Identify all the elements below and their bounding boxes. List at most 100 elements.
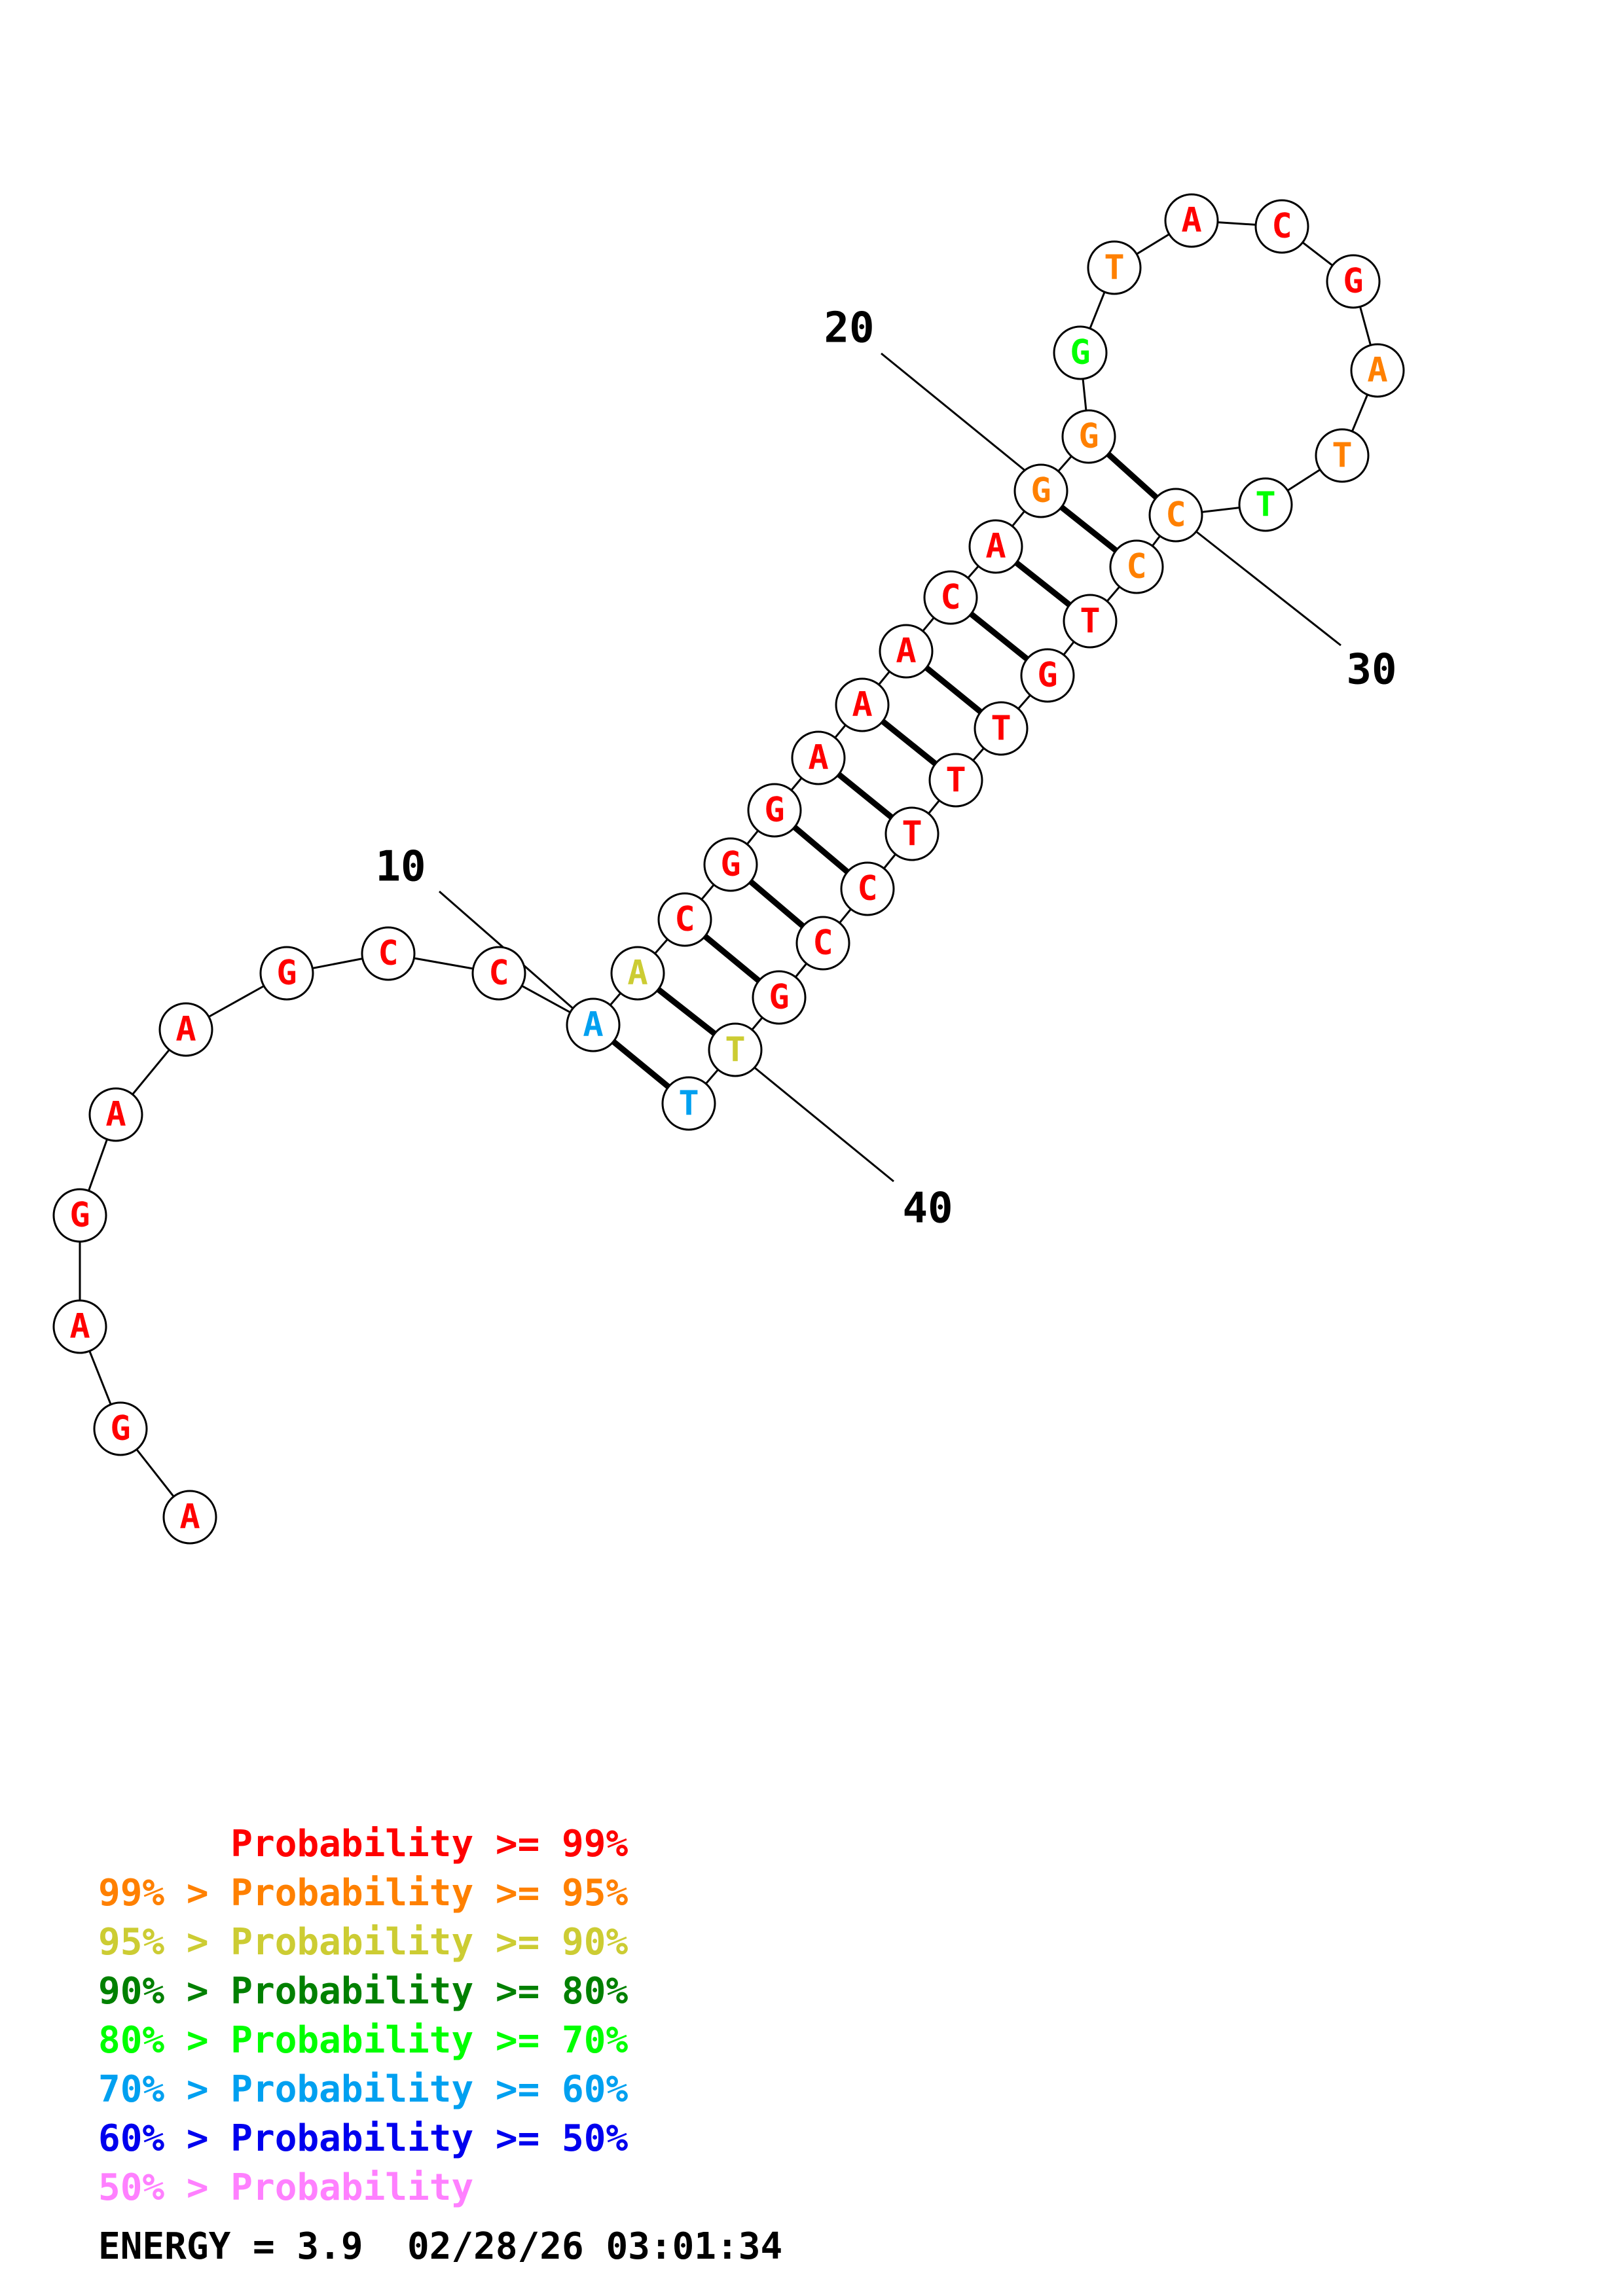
nucleotide-letter: A	[852, 685, 872, 725]
nucleotide-circle	[1238, 477, 1293, 532]
nucleotide: G	[52, 1188, 107, 1243]
nucleotide: T	[974, 701, 1029, 756]
nucleotide-letter: A	[985, 527, 1006, 566]
nucleotide-letter: T	[1332, 436, 1352, 475]
energy-value: ENERGY = 3.9	[98, 2225, 363, 2268]
legend-entry: 90% > Probability >= 80%	[98, 1967, 628, 2016]
legend-label: Probability >= 99%	[230, 1823, 629, 1865]
nucleotide-circle	[610, 946, 665, 1001]
legend-entry: 50% > Probability	[98, 2163, 628, 2212]
nucleotide-letter: T	[725, 1030, 745, 1069]
nucleotide-circle	[88, 1087, 143, 1142]
nucleotide-circle	[1053, 325, 1108, 380]
nucleotide-circle	[1013, 463, 1068, 518]
nucleotide-letter: G	[769, 978, 789, 1017]
nucleotide: A	[88, 1087, 143, 1142]
nucleotide: C	[1254, 199, 1309, 254]
nucleotide-circle	[1326, 254, 1381, 309]
nucleotide-letter: T	[678, 1084, 699, 1123]
nucleotide-circle	[879, 624, 934, 679]
nucleotide-letter: C	[378, 934, 398, 973]
legend-entry: 60% > Probability >= 50%	[98, 2114, 628, 2163]
legend-entry: 99% > Probability >= 95%	[98, 1869, 628, 1918]
nucleotide: G	[1326, 254, 1381, 309]
nucleotide-letter: G	[1070, 333, 1090, 372]
position-leader-line	[1190, 526, 1341, 647]
legend-entry: Probability >= 99%	[98, 1820, 628, 1869]
nucleotide-circle	[158, 1002, 213, 1057]
nucleotide-letter: C	[674, 900, 695, 939]
nucleotide: T	[1238, 477, 1293, 532]
legend-label: Probability >= 50%	[230, 2117, 629, 2160]
position-label: 10	[375, 843, 426, 891]
legend-label: Probability	[230, 2166, 474, 2209]
nucleotide-circle	[361, 926, 416, 981]
nucleotide-circle	[840, 861, 895, 916]
legend-label: Probability >= 90%	[230, 1921, 629, 1964]
nucleotide: A	[158, 1002, 213, 1057]
nucleotide-circle	[657, 892, 712, 947]
position-leader-line	[749, 1062, 894, 1183]
nucleotide-circle	[259, 946, 314, 1001]
nucleotide-letter: G	[720, 845, 740, 884]
nucleotide-circle	[1020, 648, 1075, 703]
position-label: 20	[824, 304, 874, 353]
nucleotide-circle	[1164, 193, 1219, 248]
legend-threshold: 50% >	[98, 2166, 231, 2209]
nucleotide-circle	[566, 997, 621, 1052]
nucleotide: T	[928, 753, 983, 808]
nucleotide-letter: A	[896, 632, 916, 671]
nucleotide: A	[879, 624, 934, 679]
nucleotide-circle	[708, 1022, 763, 1077]
nucleotide-letter: A	[69, 1307, 90, 1346]
nucleotide-circle	[1350, 343, 1405, 398]
nucleotide: A	[52, 1299, 107, 1354]
probability-legend: Probability >= 99% 99% > Probability >= 9…	[98, 1820, 628, 2212]
nucleotide: A	[566, 997, 621, 1052]
nucleotide-circle	[52, 1188, 107, 1243]
legend-threshold: 80% >	[98, 2019, 231, 2062]
nucleotide-circle	[923, 570, 978, 625]
nucleotide: C	[657, 892, 712, 947]
nucleotide-circle	[1109, 539, 1164, 594]
legend-entry: 95% > Probability >= 90%	[98, 1918, 628, 1967]
nucleotide: G	[747, 783, 802, 838]
nucleotide-letter: T	[1080, 601, 1100, 641]
nucleotide-letter: A	[583, 1005, 603, 1045]
nucleotide: T	[1315, 428, 1370, 483]
nucleotide: G	[1013, 463, 1068, 518]
nucleotide-circle	[974, 701, 1029, 756]
nucleotide-letter: A	[175, 1010, 196, 1049]
legend-entry: 70% > Probability >= 60%	[98, 2065, 628, 2114]
position-leader-line	[881, 352, 1027, 473]
legend-threshold: 95% >	[98, 1921, 231, 1964]
nucleotide-circle	[52, 1299, 107, 1354]
legend-label: Probability >= 95%	[230, 1872, 629, 1914]
nucleotide: A	[162, 1490, 217, 1545]
nucleotide-letter: T	[1104, 248, 1124, 287]
nucleotide-letter: G	[276, 954, 297, 993]
nucleotide-letter: C	[857, 869, 877, 908]
nucleotide-letter: G	[1037, 656, 1057, 695]
nucleotide-letter: T	[991, 709, 1011, 748]
nucleotide-letter: A	[808, 738, 828, 778]
nucleotide: A	[968, 519, 1023, 574]
nucleotide-letter: G	[1078, 417, 1099, 456]
nucleotide-letter: A	[627, 954, 647, 993]
nucleotide-circle	[1315, 428, 1370, 483]
nucleotide: A	[835, 677, 890, 732]
nucleotide-circle	[791, 730, 846, 785]
nucleotide-circle	[968, 519, 1023, 574]
nucleotide-letter: G	[110, 1409, 130, 1448]
nucleotide-circle	[93, 1401, 148, 1456]
nucleotide-letter: C	[488, 954, 509, 993]
nucleotide-circle	[1087, 240, 1142, 295]
nucleotide-circle	[835, 677, 890, 732]
nucleotide-letter: T	[945, 761, 966, 800]
nucleotide: A	[1164, 193, 1219, 248]
legend-label: Probability >= 80%	[230, 1970, 629, 2013]
nucleotide-letter: C	[1271, 207, 1292, 246]
nucleotide: C	[471, 946, 526, 1001]
nucleotide: G	[259, 946, 314, 1001]
